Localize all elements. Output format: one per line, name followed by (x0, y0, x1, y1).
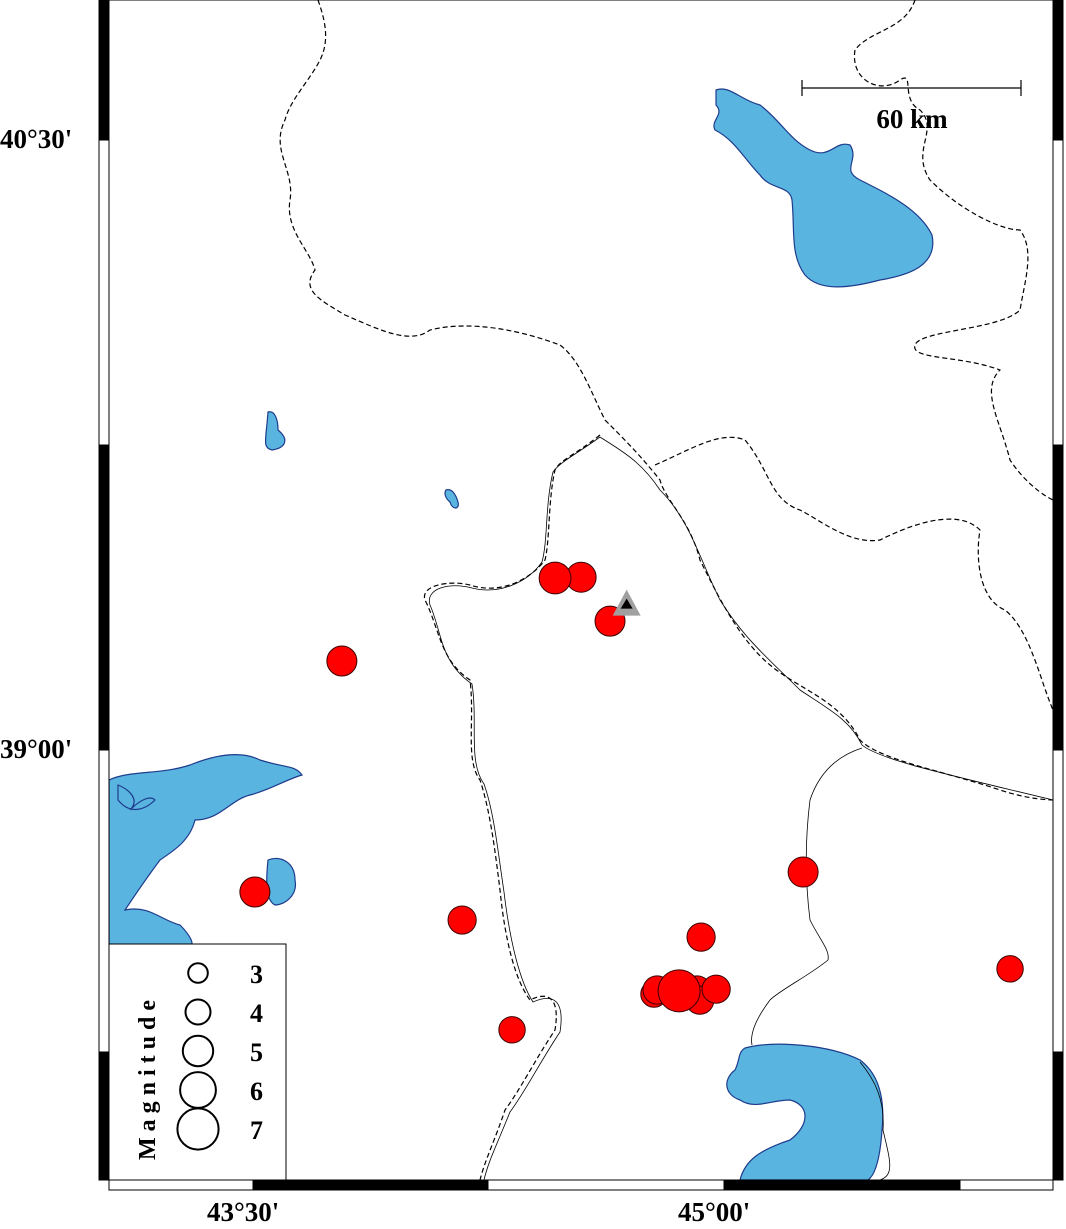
legend-circle (181, 1034, 215, 1068)
lake-urmia (726, 1043, 884, 1181)
lake-van (108, 754, 303, 946)
legend-circle (176, 1107, 220, 1151)
earthquake-event (701, 974, 731, 1004)
legend-circle (184, 998, 212, 1026)
earthquake-event (996, 955, 1024, 983)
frame-bar-left (98, 0, 110, 141)
legend-label: 7 (250, 1116, 263, 1145)
scale-bar (801, 80, 1022, 96)
lat-label: 40°30' (0, 124, 73, 154)
station-marker (612, 589, 641, 616)
legend: Magnitude 3 4 5 6 7 (108, 943, 287, 1181)
lakes (108, 88, 934, 1181)
lat-label: 39°00' (0, 734, 73, 765)
earthquake-event (447, 905, 477, 935)
borders-solid (429, 436, 1054, 1181)
frame-bar-right (1052, 139, 1064, 446)
frame (98, 0, 1064, 1191)
frame-bar-left (98, 1051, 110, 1181)
lake-small-van-east (266, 857, 297, 906)
legend-label: 3 (250, 960, 263, 989)
lake-small-1 (264, 411, 286, 451)
lon-label: 45°00' (678, 1197, 751, 1227)
frame-bar-left (98, 749, 110, 1053)
earthquake-event (326, 645, 358, 677)
earthquake-event (498, 1016, 526, 1044)
frame-bar-bottom (723, 1179, 961, 1191)
earthquake-event (686, 922, 716, 952)
legend-circle (187, 962, 209, 984)
frame-bar-bottom (959, 1179, 1054, 1191)
frame-bar-bottom (252, 1179, 489, 1191)
earthquake-events (239, 561, 1024, 1044)
lake-sevan (713, 88, 934, 288)
lake-small-2 (444, 489, 459, 509)
earthquake-event (239, 876, 271, 908)
lon-label: 43°30' (207, 1197, 280, 1227)
legend-label: 6 (250, 1077, 263, 1106)
legend-label: 5 (250, 1038, 263, 1067)
earthquake-event (538, 561, 572, 595)
legend-label: 4 (250, 999, 263, 1028)
triangle-icon-inner (620, 598, 633, 609)
frame-bar-right (1052, 749, 1064, 1053)
frame-bar-left (98, 139, 110, 446)
scale-bar-label: 60 km (876, 104, 948, 134)
legend-title: Magnitude (135, 994, 161, 1160)
earthquake-event (657, 969, 701, 1013)
frame-bar-right (1052, 0, 1064, 141)
frame-bar-bottom (108, 1179, 254, 1191)
frame-bar-right (1052, 1051, 1064, 1181)
earthquake-event (787, 856, 819, 888)
borders-dashed (279, 0, 1054, 1181)
frame-bar-left (98, 444, 110, 751)
frame-bar-bottom (487, 1179, 725, 1191)
frame-bar-right (1052, 444, 1064, 751)
